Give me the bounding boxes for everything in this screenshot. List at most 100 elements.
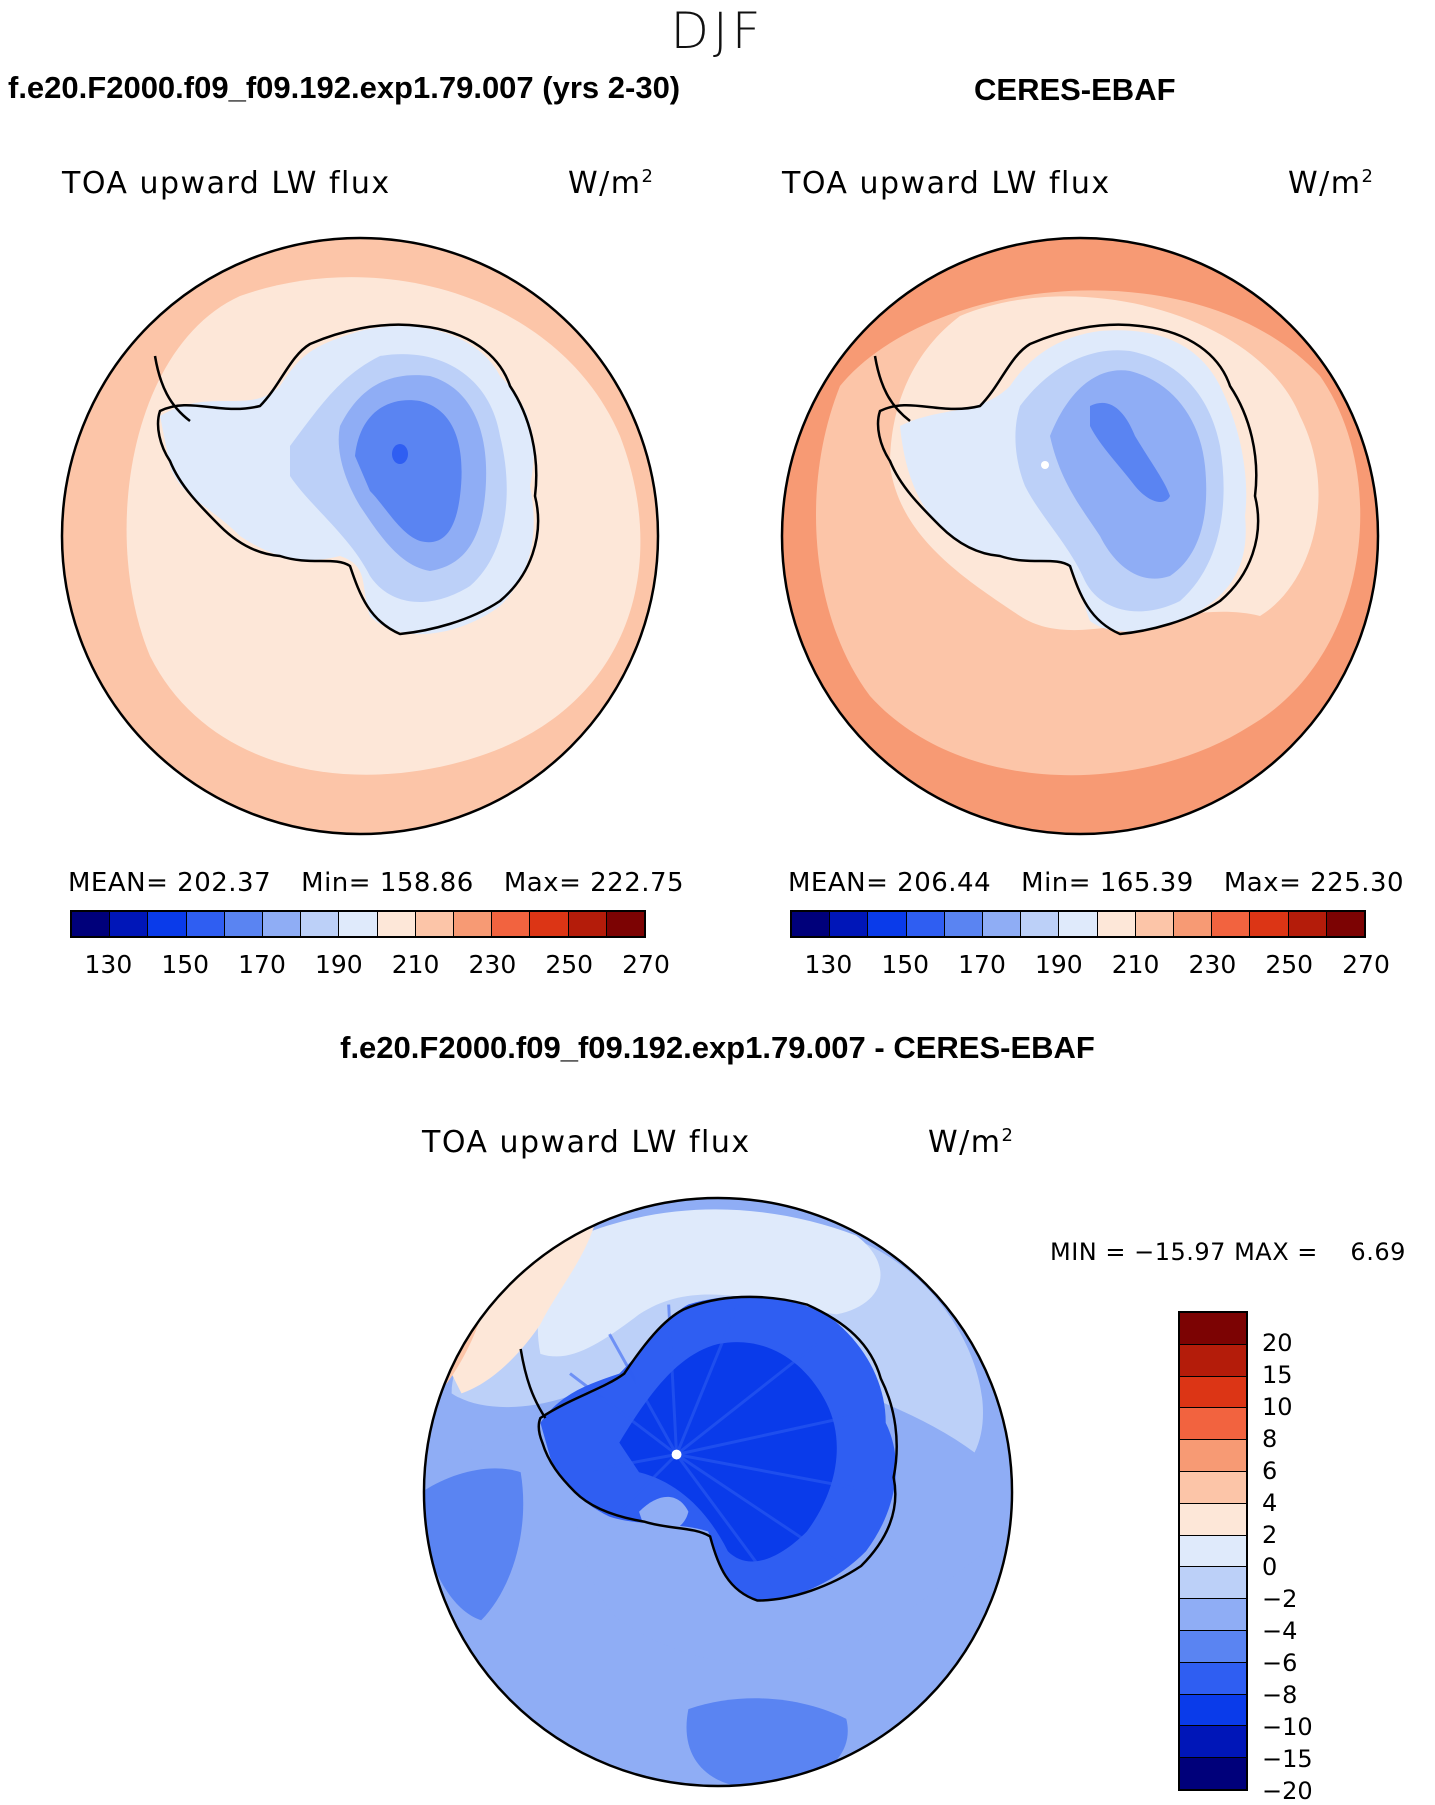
- model-units-label: W/m2: [568, 166, 655, 201]
- diff-ocean-4-band: [537, 1209, 881, 1357]
- colorbar-swatch: [148, 912, 187, 936]
- diff-rays: [569, 1303, 877, 1592]
- colorbar-swatch: [186, 912, 225, 936]
- colorbar-tick-label: 20: [1262, 1329, 1293, 1357]
- colorbar-tick-label: 230: [1188, 950, 1237, 979]
- diff-polar-map: [422, 1196, 1014, 1788]
- obs-pole-marker: [1041, 461, 1049, 469]
- colorbar-swatch: [377, 912, 416, 936]
- colorbar-swatch: [1180, 1535, 1246, 1568]
- obs-stats: MEAN= 206.44 Min= 165.39 Max= 225.30: [788, 868, 1405, 898]
- colorbar-swatch: [1180, 1344, 1246, 1377]
- colorbar-swatch: [1180, 1694, 1246, 1727]
- colorbar-tick-label: 130: [84, 950, 133, 979]
- model-peninsula: [153, 355, 191, 422]
- colorbar-swatch: [1097, 912, 1136, 936]
- diff-ocean-6-band: [423, 1422, 1013, 1787]
- colorbar-swatch: [72, 912, 111, 936]
- colorbar-swatch: [1174, 912, 1213, 936]
- colorbar-swatch: [1180, 1376, 1246, 1409]
- colorbar-tick-label: −6: [1262, 1649, 1298, 1677]
- colorbar-tick-label: −2: [1262, 1585, 1298, 1613]
- colorbar-swatch: [110, 912, 149, 936]
- model-polar-map: [60, 236, 660, 836]
- colorbar-swatch: [568, 912, 607, 936]
- colorbar-swatch: [224, 912, 264, 936]
- colorbar-swatch: [1180, 1662, 1246, 1695]
- diff-variable-label: TOA upward LW flux: [422, 1125, 751, 1160]
- diff-ocean-8-patch-2: [686, 1698, 848, 1787]
- colorbar-tick-label: 230: [468, 950, 517, 979]
- colorbar-swatch: [530, 912, 569, 936]
- obs-variable-label: TOA upward LW flux: [782, 166, 1111, 201]
- colorbar-swatch: [301, 912, 340, 936]
- colorbar-swatch: [1180, 1471, 1246, 1504]
- colorbar-tick-label: −15: [1262, 1745, 1313, 1773]
- colorbar-tick-label: 2: [1262, 1521, 1278, 1549]
- colorbar-swatch: [1059, 912, 1098, 936]
- colorbar-swatch: [906, 912, 945, 936]
- obs-panel-title: CERES-EBAF: [974, 72, 1176, 107]
- colorbar-swatch: [1180, 1567, 1246, 1600]
- colorbar-swatch: [1180, 1503, 1246, 1536]
- diff-ocean-8-patch-1: [423, 1468, 524, 1621]
- colorbar-tick-label: 0: [1262, 1553, 1278, 1581]
- colorbar-swatch: [1250, 912, 1289, 936]
- diff-pole-marker: [671, 1449, 682, 1460]
- colorbar-tick-label: 210: [391, 950, 440, 979]
- colorbar-tick-label: −4: [1262, 1617, 1298, 1645]
- model-colorbar-ticks: 130 150 170 190 210 230 250 270: [70, 950, 670, 984]
- colorbar-swatch: [983, 912, 1022, 936]
- colorbar-tick-label: 190: [1034, 950, 1083, 979]
- colorbar-tick-label: −10: [1262, 1713, 1313, 1741]
- diff-warm-patch: [441, 1205, 600, 1394]
- colorbar-tick-label: 170: [958, 950, 1006, 979]
- model-colorbar: [70, 910, 646, 938]
- colorbar-swatch: [606, 912, 645, 936]
- colorbar-tick-label: 8: [1262, 1425, 1278, 1453]
- model-antarctica-160: [355, 400, 462, 543]
- diff-colorbar: [1178, 1311, 1248, 1791]
- diff-peninsula: [519, 1348, 547, 1419]
- diff-panel-title: f.e20.F2000.f09_f09.192.exp1.79.007 - CE…: [340, 1030, 1095, 1065]
- season-title: DJF: [670, 2, 765, 60]
- diff-units-label: W/m2: [928, 1125, 1015, 1160]
- obs-units-label: W/m2: [1288, 166, 1375, 201]
- obs-polar-map: [780, 236, 1380, 836]
- colorbar-swatch: [263, 912, 302, 936]
- colorbar-swatch: [830, 912, 869, 936]
- colorbar-swatch: [1212, 912, 1251, 936]
- colorbar-swatch: [1180, 1313, 1246, 1345]
- colorbar-swatch: [1180, 1408, 1246, 1441]
- colorbar-swatch: [1135, 912, 1175, 936]
- colorbar-swatch: [1326, 912, 1365, 936]
- obs-colorbar-ticks: 130 150 170 190 210 230 250 270: [790, 950, 1390, 984]
- diff-colorbar-ticks: 20 15 10 8 6 4 2 0 −2 −4 −6 −8 −10 −15 −20: [1262, 1311, 1362, 1805]
- model-panel-title: f.e20.F2000.f09_f09.192.exp1.79.007 (yrs…: [8, 70, 681, 105]
- colorbar-swatch: [944, 912, 984, 936]
- colorbar-swatch: [339, 912, 378, 936]
- diff-coastline: [537, 1295, 898, 1602]
- colorbar-tick-label: 6: [1262, 1457, 1278, 1485]
- colorbar-swatch: [454, 912, 493, 936]
- colorbar-tick-label: 250: [545, 950, 594, 979]
- colorbar-swatch: [1021, 912, 1060, 936]
- obs-antarctica-160: [1090, 402, 1170, 502]
- colorbar-tick-label: 150: [161, 950, 210, 979]
- obs-colorbar: [790, 910, 1366, 938]
- colorbar-tick-label: 270: [622, 950, 670, 979]
- colorbar-tick-label: 10: [1262, 1393, 1293, 1421]
- colorbar-tick-label: 270: [1342, 950, 1390, 979]
- obs-peninsula: [873, 355, 911, 422]
- colorbar-swatch: [415, 912, 455, 936]
- colorbar-swatch: [868, 912, 907, 936]
- diff-min-max-readout: MIN = −15.97 MAX = 6.69: [1050, 1238, 1406, 1266]
- model-min-spot: [392, 444, 408, 464]
- colorbar-tick-label: 170: [238, 950, 286, 979]
- colorbar-swatch: [1288, 912, 1327, 936]
- colorbar-tick-label: 250: [1265, 950, 1314, 979]
- colorbar-tick-label: 15: [1262, 1361, 1293, 1389]
- colorbar-swatch: [492, 912, 531, 936]
- colorbar-swatch: [1180, 1726, 1246, 1759]
- colorbar-swatch: [1180, 1440, 1246, 1472]
